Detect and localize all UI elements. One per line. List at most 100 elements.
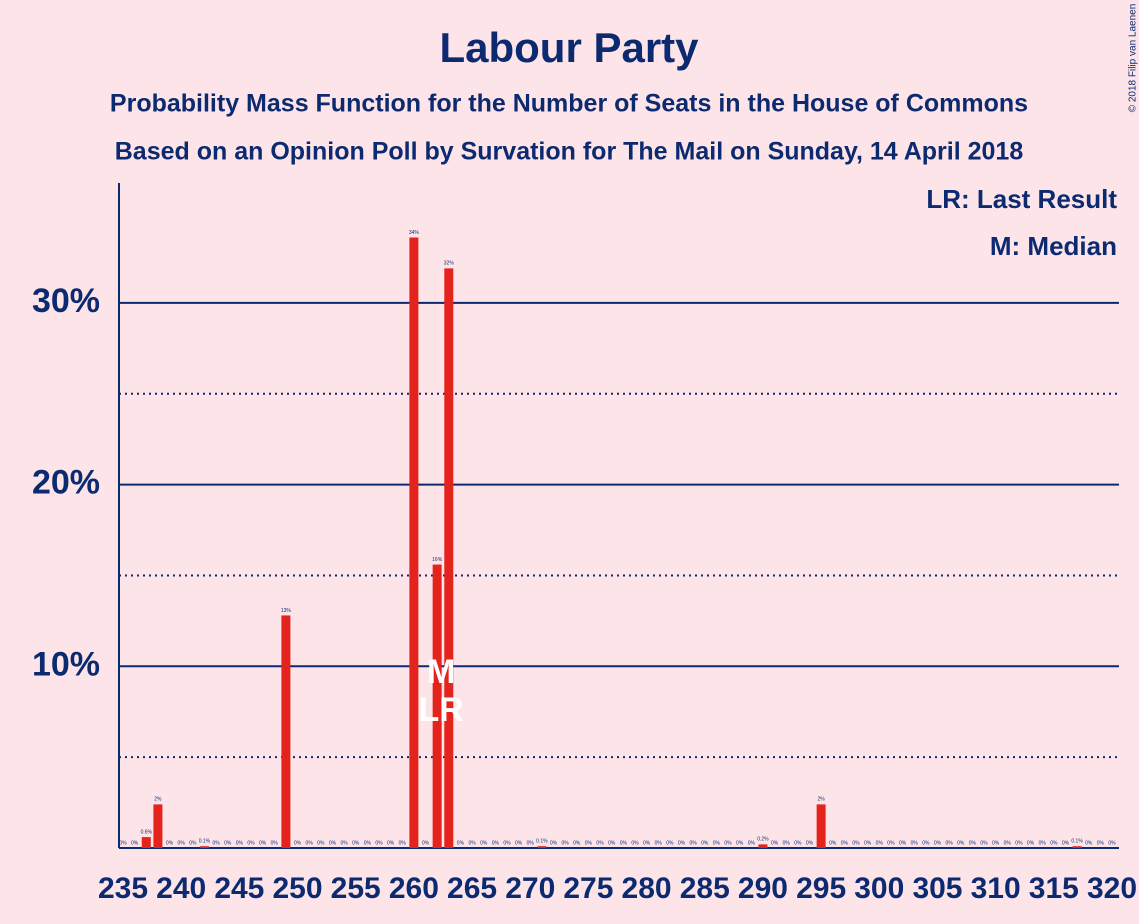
value-label: 0% bbox=[480, 840, 488, 846]
value-label: 0% bbox=[1039, 840, 1047, 846]
x-tick-label: 245 bbox=[214, 872, 264, 905]
x-tick-label: 240 bbox=[156, 872, 206, 905]
value-label: 34% bbox=[409, 230, 420, 236]
value-label: 0% bbox=[748, 840, 756, 846]
value-label: 0% bbox=[306, 840, 314, 846]
value-label: 0% bbox=[783, 840, 791, 846]
y-tick-label: 30% bbox=[32, 282, 100, 320]
bar bbox=[758, 844, 768, 848]
value-label: 0% bbox=[899, 840, 907, 846]
x-tick-label: 295 bbox=[796, 872, 846, 905]
bar bbox=[281, 615, 291, 848]
value-label: 0% bbox=[864, 840, 872, 846]
value-label: 0% bbox=[364, 840, 372, 846]
value-label: 0% bbox=[178, 840, 186, 846]
value-label: 0% bbox=[352, 840, 360, 846]
value-label: 0% bbox=[468, 840, 476, 846]
value-label: 0% bbox=[724, 840, 732, 846]
value-label: 0% bbox=[666, 840, 674, 846]
value-label: 0% bbox=[189, 840, 197, 846]
bar bbox=[409, 237, 419, 849]
value-label: 0% bbox=[573, 840, 581, 846]
value-label: 0% bbox=[643, 840, 651, 846]
value-label: 0% bbox=[247, 840, 255, 846]
x-tick-label: 275 bbox=[563, 872, 613, 905]
chart-title: Labour Party bbox=[439, 24, 699, 71]
x-tick-label: 280 bbox=[622, 872, 672, 905]
value-label: 0% bbox=[736, 840, 744, 846]
value-label: 0.6% bbox=[141, 829, 153, 835]
value-label: 0% bbox=[1085, 840, 1093, 846]
x-tick-label: 255 bbox=[331, 872, 381, 905]
x-tick-label: 270 bbox=[505, 872, 555, 905]
x-tick-label: 315 bbox=[1029, 872, 1079, 905]
last-result-marker: LR bbox=[418, 691, 463, 729]
value-label: 0% bbox=[969, 840, 977, 846]
value-label: 0.1% bbox=[1071, 839, 1083, 845]
value-label: 0% bbox=[1015, 840, 1023, 846]
x-tick-label: 260 bbox=[389, 872, 439, 905]
value-label: 0% bbox=[340, 840, 348, 846]
value-label: 0% bbox=[375, 840, 383, 846]
value-label: 0% bbox=[387, 840, 395, 846]
value-label: 0% bbox=[259, 840, 267, 846]
value-label: 0% bbox=[1004, 840, 1012, 846]
value-label: 0% bbox=[422, 840, 430, 846]
value-label: 0% bbox=[1108, 840, 1116, 846]
bar bbox=[1072, 846, 1082, 848]
value-label: 0% bbox=[876, 840, 884, 846]
value-label: 0% bbox=[957, 840, 965, 846]
value-label: 0% bbox=[806, 840, 814, 846]
value-label: 0% bbox=[527, 840, 535, 846]
value-label: 0% bbox=[992, 840, 1000, 846]
value-label: 0% bbox=[131, 840, 139, 846]
bar bbox=[444, 268, 454, 848]
value-label: 0% bbox=[585, 840, 593, 846]
value-label: 0% bbox=[945, 840, 953, 846]
value-label: 0% bbox=[550, 840, 558, 846]
y-tick-label: 20% bbox=[32, 464, 100, 502]
value-label: 0% bbox=[317, 840, 325, 846]
copyright: © 2018 Filip van Laenen bbox=[1128, 4, 1139, 113]
x-tick-label: 300 bbox=[854, 872, 904, 905]
value-label: 0% bbox=[596, 840, 604, 846]
value-label: 0.1% bbox=[199, 839, 211, 845]
value-label: 0% bbox=[399, 840, 407, 846]
value-label: 0% bbox=[911, 840, 919, 846]
value-label: 0% bbox=[1050, 840, 1058, 846]
x-tick-label: 290 bbox=[738, 872, 788, 905]
legend-entry: M: Median bbox=[990, 231, 1117, 261]
legend-entry: LR: Last Result bbox=[926, 184, 1117, 214]
value-label: 0% bbox=[271, 840, 279, 846]
value-label: 0% bbox=[503, 840, 511, 846]
value-label: 2% bbox=[818, 797, 826, 803]
value-label: 0% bbox=[713, 840, 721, 846]
value-label: 16% bbox=[432, 557, 443, 563]
x-tick-label: 320 bbox=[1087, 872, 1137, 905]
value-label: 0% bbox=[119, 840, 127, 846]
value-label: 0% bbox=[608, 840, 616, 846]
value-label: 32% bbox=[444, 261, 455, 267]
value-label: 0% bbox=[852, 840, 860, 846]
value-label: 0% bbox=[620, 840, 628, 846]
value-label: 0% bbox=[829, 840, 837, 846]
value-label: 0% bbox=[166, 840, 174, 846]
chart-subtitle: Probability Mass Function for the Number… bbox=[110, 90, 1028, 118]
x-tick-label: 310 bbox=[971, 872, 1021, 905]
x-tick-label: 265 bbox=[447, 872, 497, 905]
value-label: 0% bbox=[980, 840, 988, 846]
value-label: 0% bbox=[690, 840, 698, 846]
value-label: 0% bbox=[224, 840, 232, 846]
value-label: 0% bbox=[631, 840, 639, 846]
value-label: 0% bbox=[329, 840, 337, 846]
value-label: 0% bbox=[678, 840, 686, 846]
x-tick-label: 285 bbox=[680, 872, 730, 905]
median-marker: M bbox=[427, 653, 455, 691]
value-label: 0% bbox=[887, 840, 895, 846]
value-label: 0.2% bbox=[757, 837, 769, 843]
value-label: 0% bbox=[771, 840, 779, 846]
chart-subtitle: Based on an Opinion Poll by Survation fo… bbox=[115, 138, 1024, 166]
value-label: 0% bbox=[457, 840, 465, 846]
value-label: 0% bbox=[1027, 840, 1035, 846]
